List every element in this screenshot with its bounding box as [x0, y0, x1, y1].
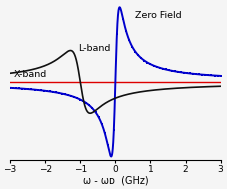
- Point: [204, 73, 207, 76]
- Point: [11, 87, 15, 90]
- Text: L-band: L-band: [79, 44, 111, 53]
- Point: [30, 88, 33, 91]
- Point: [173, 70, 177, 73]
- Point: [57, 91, 61, 94]
- Text: Zero Field: Zero Field: [135, 11, 181, 20]
- Point: [48, 90, 52, 93]
- Point: [51, 90, 55, 93]
- Point: [118, 6, 122, 9]
- Point: [69, 94, 73, 98]
- Point: [127, 39, 131, 42]
- Point: [75, 97, 79, 100]
- Point: [219, 74, 222, 77]
- Point: [17, 87, 21, 90]
- Point: [200, 73, 204, 76]
- Point: [133, 50, 137, 53]
- Point: [115, 33, 119, 36]
- Point: [85, 102, 88, 105]
- Point: [106, 143, 110, 146]
- Point: [170, 69, 174, 72]
- Point: [33, 88, 36, 91]
- Point: [152, 64, 155, 67]
- Point: [136, 54, 140, 57]
- Point: [207, 74, 210, 77]
- Point: [176, 70, 180, 73]
- Point: [146, 61, 149, 64]
- Point: [79, 98, 82, 101]
- Point: [100, 122, 104, 125]
- Point: [185, 72, 189, 75]
- Point: [167, 69, 171, 72]
- Point: [72, 95, 76, 98]
- Point: [66, 94, 70, 97]
- Point: [24, 87, 27, 90]
- Point: [121, 17, 125, 20]
- Point: [213, 74, 216, 77]
- Point: [94, 111, 97, 114]
- Text: X-band: X-band: [14, 70, 47, 79]
- Point: [179, 71, 183, 74]
- Point: [182, 71, 186, 74]
- Point: [161, 67, 165, 70]
- Point: [14, 87, 18, 90]
- Point: [158, 66, 161, 69]
- Point: [63, 93, 67, 96]
- Point: [8, 86, 12, 89]
- Point: [81, 100, 85, 103]
- Point: [124, 29, 128, 33]
- Point: [97, 116, 100, 119]
- Point: [45, 89, 49, 92]
- Point: [36, 88, 39, 91]
- Point: [194, 73, 198, 76]
- Point: [130, 45, 134, 48]
- Point: [210, 74, 213, 77]
- Point: [188, 72, 192, 75]
- Point: [88, 104, 91, 107]
- Point: [149, 63, 152, 66]
- Point: [60, 92, 64, 95]
- Point: [42, 89, 45, 92]
- Point: [54, 91, 58, 94]
- Point: [109, 155, 113, 158]
- Point: [140, 57, 143, 60]
- Point: [39, 89, 42, 92]
- Point: [197, 73, 201, 76]
- Point: [216, 74, 220, 77]
- Point: [103, 131, 106, 134]
- Point: [112, 128, 116, 131]
- Point: [91, 107, 94, 110]
- Point: [27, 88, 30, 91]
- X-axis label: ω - ωᴅ  (GHz): ω - ωᴅ (GHz): [83, 176, 148, 186]
- Point: [164, 68, 168, 71]
- Point: [20, 87, 24, 90]
- Point: [155, 65, 158, 68]
- Point: [143, 59, 146, 62]
- Point: [191, 72, 195, 75]
